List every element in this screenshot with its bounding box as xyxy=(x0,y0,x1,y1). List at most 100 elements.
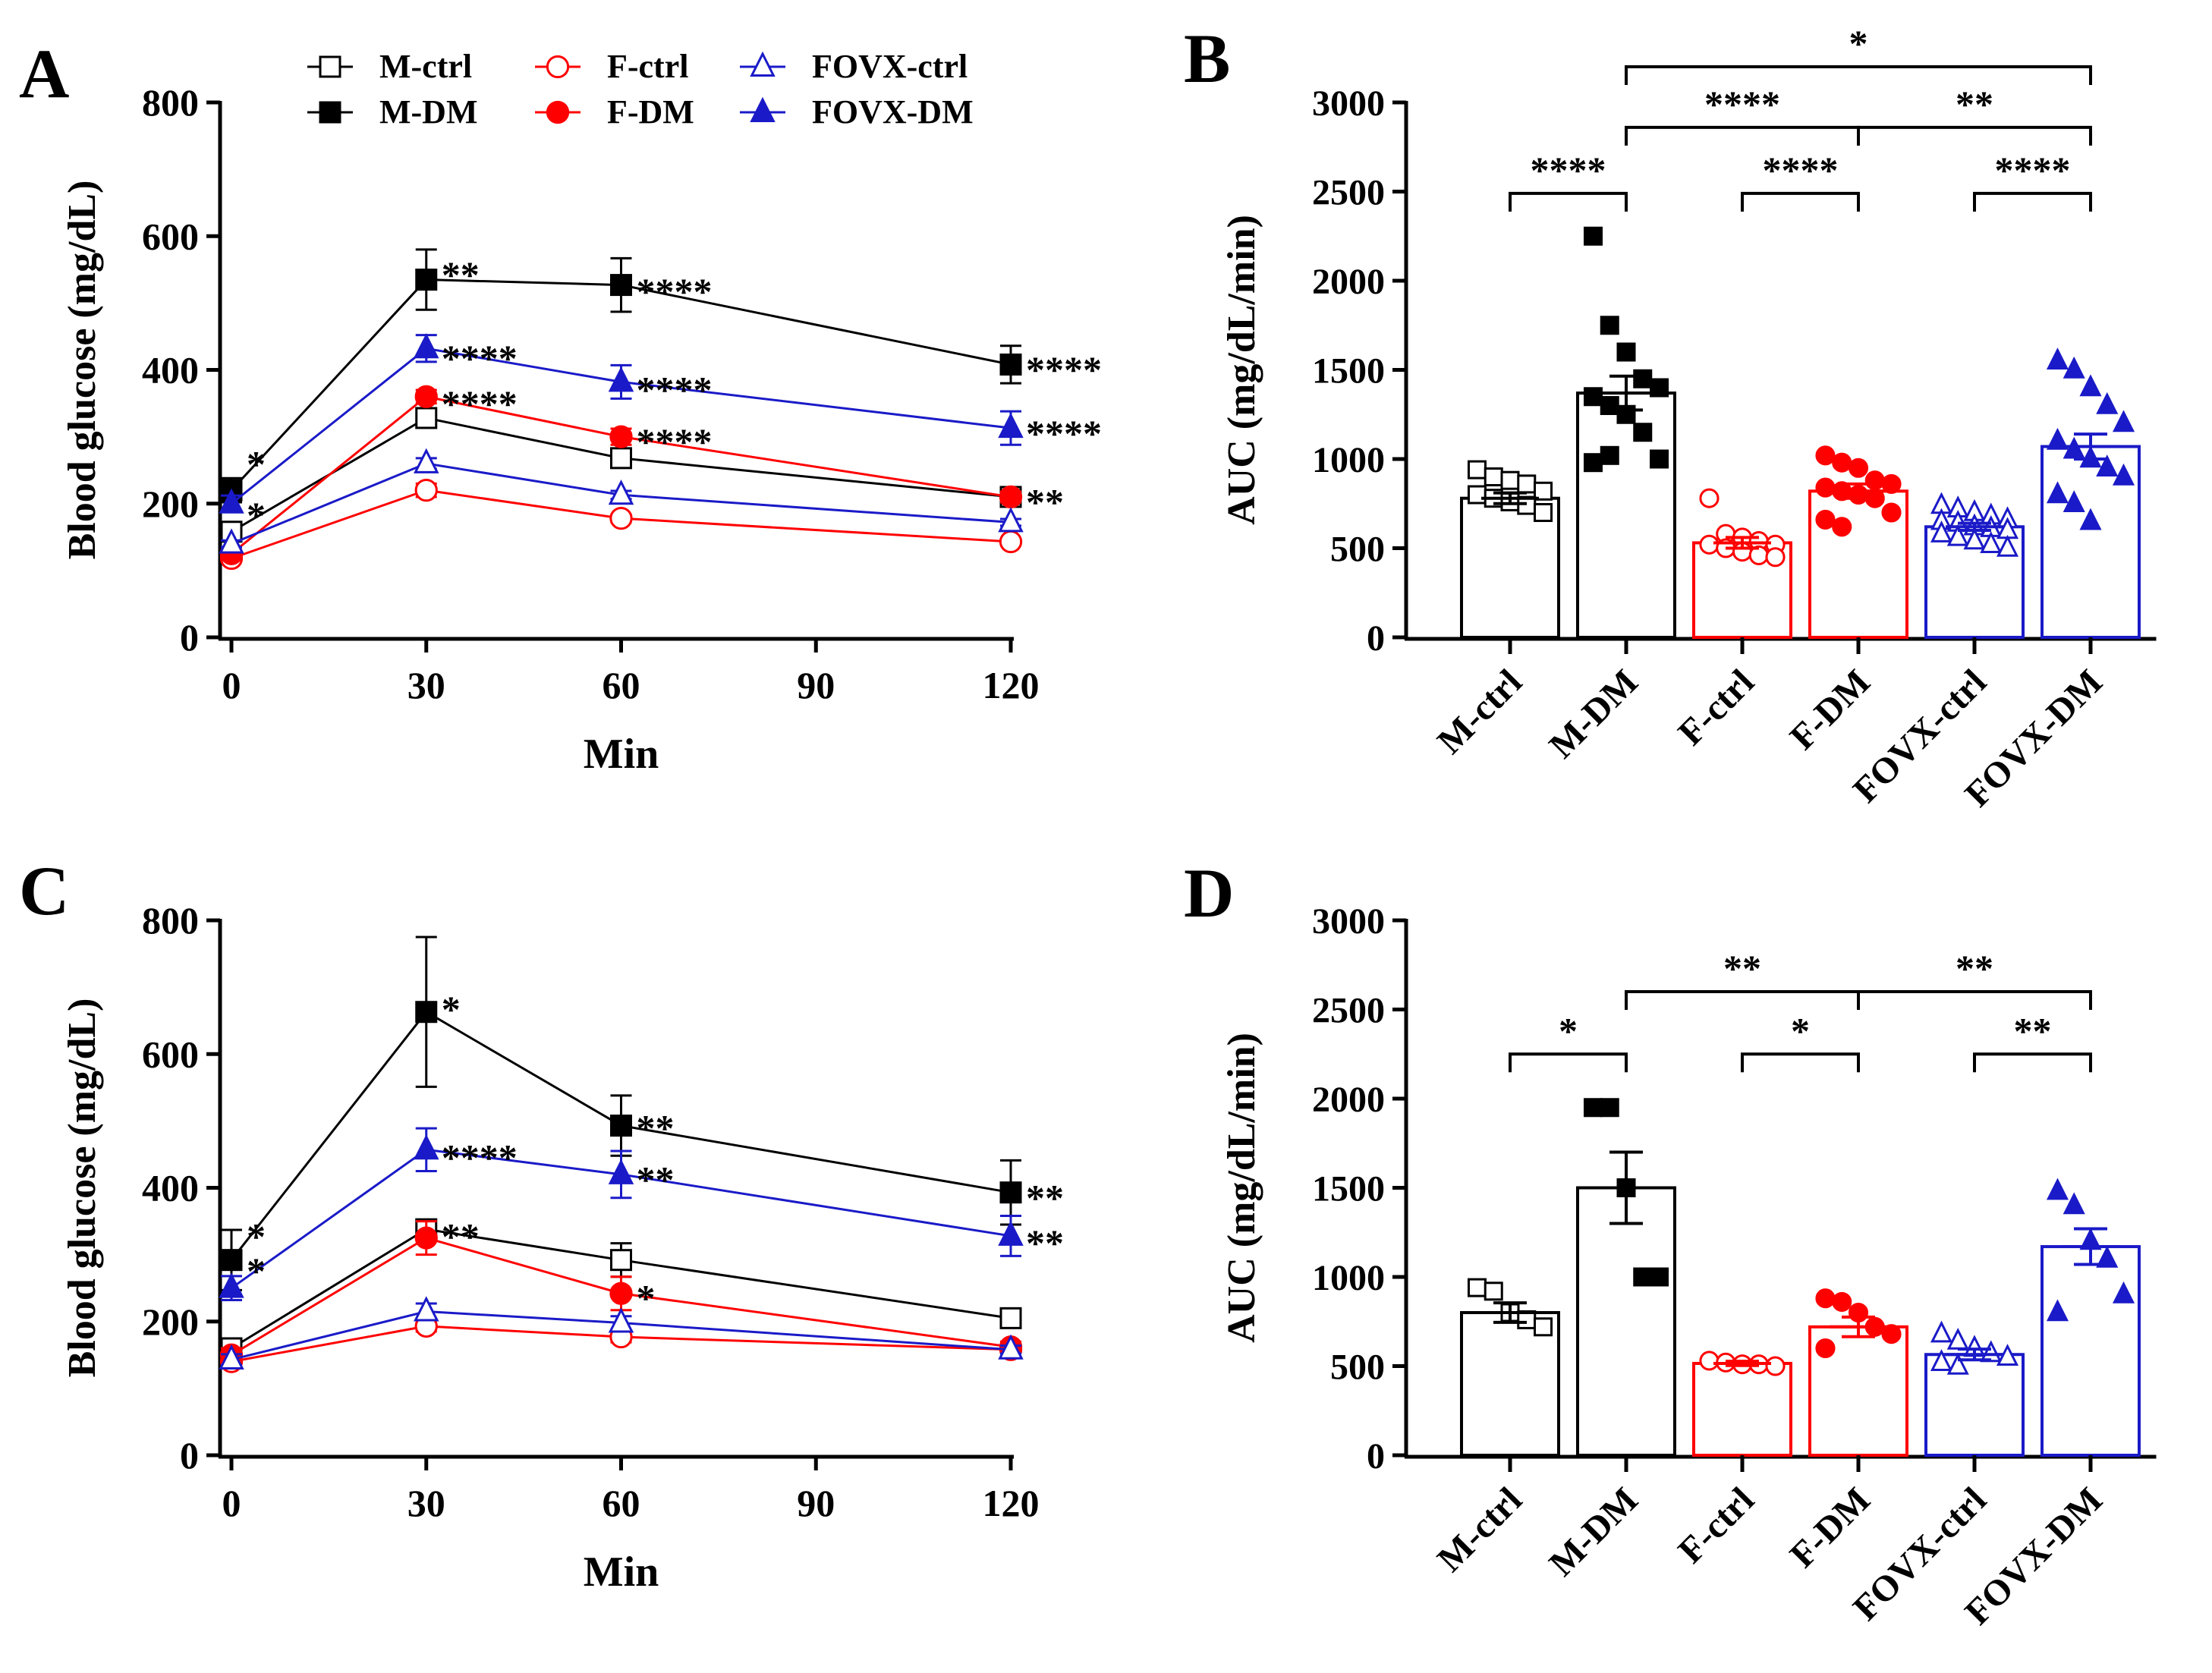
data-point-fovx-ctrl xyxy=(1930,1320,1953,1343)
legend-marker-m-ctrl xyxy=(319,55,341,78)
legend-label-f-dm: F-DM xyxy=(607,93,694,131)
series-fovx-dm xyxy=(219,1127,1024,1302)
bar-group-m-dm xyxy=(1576,1098,1676,1457)
significance-label: ** xyxy=(1723,947,1761,989)
data-point-m-ctrl xyxy=(1467,460,1487,480)
legend-label-m-dm: M-DM xyxy=(379,93,478,131)
data-point-m-ctrl xyxy=(999,1307,1022,1329)
data-point-m-ctrl xyxy=(1467,1278,1487,1297)
legend: M-ctrl M-DM F-ctrl F-DM FOVX-ctrl FOVX-DM xyxy=(307,48,974,131)
x-tick-label: 0 xyxy=(222,664,241,706)
series-fovx-dm xyxy=(219,333,1024,514)
data-point-m-ctrl xyxy=(1517,474,1537,494)
significance-label: **** xyxy=(637,420,713,463)
significance-label: **** xyxy=(1026,348,1102,391)
significance-bracket xyxy=(1509,191,1628,212)
significance-label: **** xyxy=(1763,149,1839,191)
data-point-m-ctrl xyxy=(610,1249,632,1272)
y-axis-title: Blood glucose (mg/dL) xyxy=(61,998,104,1378)
data-point-fovx-dm xyxy=(2112,1281,2135,1303)
significance-bracket xyxy=(1973,1052,2092,1073)
x-tick-label: 120 xyxy=(983,1482,1040,1524)
y-axis-title: AUC (mg/dL/min) xyxy=(1220,215,1263,525)
y-tick-label: 2000 xyxy=(1312,1080,1385,1120)
data-point-f-dm xyxy=(1815,445,1836,466)
y-tick-label: 2500 xyxy=(1312,173,1385,213)
y-tick-label: 800 xyxy=(142,899,199,942)
x-tick-label: F-ctrl xyxy=(1670,1480,1761,1571)
data-point-m-dm xyxy=(220,1249,243,1272)
series-line-f-dm xyxy=(231,1236,1012,1357)
data-point-m-dm xyxy=(1650,378,1669,398)
y-tick-label: 600 xyxy=(142,1033,199,1075)
series-line-m-dm xyxy=(230,1010,1012,1261)
data-point-fovx-dm xyxy=(2112,410,2135,432)
series-line-fovx-dm xyxy=(231,1148,1012,1289)
significance-bracket xyxy=(1741,191,1860,212)
bar-f-ctrl xyxy=(1692,1361,1792,1457)
significance-label: * xyxy=(247,442,266,485)
y-tick-label: 0 xyxy=(1367,1436,1385,1476)
data-point-fovx-ctrl xyxy=(1930,520,1953,542)
significance-label: **** xyxy=(1995,149,2071,191)
y-tick-label: 400 xyxy=(142,349,199,392)
data-point-f-dm xyxy=(414,1226,438,1250)
series-line-f-ctrl xyxy=(231,489,1012,560)
data-point-f-dm xyxy=(1881,502,1902,523)
legend-marker-fovx-dm xyxy=(750,96,776,122)
data-point-m-ctrl xyxy=(1500,470,1520,490)
bar-group-fovx-ctrl xyxy=(1924,1320,2025,1457)
data-point-f-dm xyxy=(1815,509,1836,530)
y-tick-label: 2500 xyxy=(1312,991,1385,1031)
data-point-f-ctrl xyxy=(609,506,633,530)
data-point-m-dm xyxy=(610,274,632,297)
bar-fovx-dm xyxy=(2041,1245,2141,1458)
legend-marker-fovx-ctrl xyxy=(750,51,776,77)
series-line-fovx-ctrl xyxy=(231,462,1012,546)
x-tick-label: M-ctrl xyxy=(1430,1480,1530,1580)
data-point-fovx-dm xyxy=(219,488,244,514)
y-axis-title: Blood glucose (mg/dL) xyxy=(61,181,104,560)
data-point-f-dm xyxy=(1815,477,1836,498)
significance-label: **** xyxy=(442,1136,518,1178)
data-point-m-dm xyxy=(1600,316,1619,335)
data-point-f-dm xyxy=(1864,470,1885,491)
legend-label-f-ctrl: F-ctrl xyxy=(607,48,688,85)
significance-label: * xyxy=(637,1276,656,1319)
x-tick-label: 0 xyxy=(222,1482,241,1524)
data-point-m-dm xyxy=(1633,1267,1653,1287)
data-point-fovx-dm xyxy=(2046,1178,2069,1200)
significance-label: **** xyxy=(442,382,518,425)
significance-label: ** xyxy=(1956,947,1993,989)
data-point-f-ctrl xyxy=(1765,547,1786,568)
y-tick-label: 1500 xyxy=(1312,1169,1385,1209)
data-point-f-dm xyxy=(1832,452,1852,473)
data-point-m-dm xyxy=(415,1001,438,1024)
legend-label-m-ctrl: M-ctrl xyxy=(379,48,472,85)
data-point-m-dm xyxy=(1583,387,1603,407)
data-point-m-dm xyxy=(610,1115,632,1137)
data-point-fovx-dm xyxy=(608,1159,634,1184)
significance-label: **** xyxy=(1026,412,1102,454)
data-point-f-dm xyxy=(609,1281,633,1305)
bar-group-m-ctrl xyxy=(1460,460,1560,640)
significance-bracket xyxy=(1625,65,2092,85)
data-point-f-dm xyxy=(1832,1291,1852,1312)
data-point-m-ctrl xyxy=(610,447,632,470)
bar-group-m-ctrl xyxy=(1460,1278,1560,1457)
y-tick-label: 400 xyxy=(142,1167,199,1209)
bar-group-f-dm xyxy=(1808,445,1908,639)
significance-bracket xyxy=(1973,191,2092,212)
significance-label: ** xyxy=(637,1158,675,1200)
bar-group-fovx-dm xyxy=(2041,347,2141,639)
significance-bracket xyxy=(1625,125,1860,146)
y-axis-title: AUC (mg/dL/min) xyxy=(1220,1033,1263,1343)
y-tick-label: 0 xyxy=(180,616,199,659)
data-point-m-dm xyxy=(1633,369,1653,388)
data-point-f-dm xyxy=(999,485,1023,509)
series-line-fovx-dm xyxy=(231,347,1012,505)
y-tick-label: 1000 xyxy=(1312,1258,1385,1298)
data-point-m-dm xyxy=(1650,449,1669,469)
data-point-m-dm xyxy=(415,269,438,291)
